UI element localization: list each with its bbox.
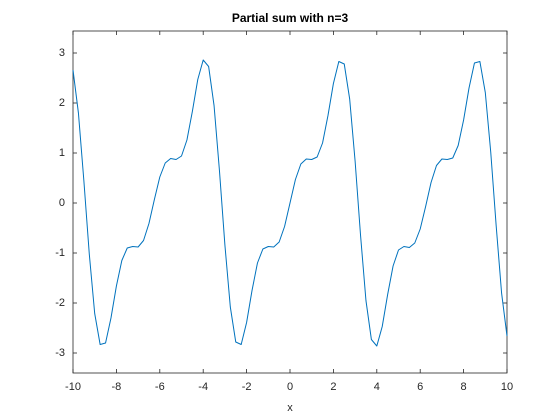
x-tick-label: 6	[417, 381, 423, 393]
x-tick-label: 8	[461, 381, 467, 393]
x-tick-label: 4	[374, 381, 380, 393]
y-tick-label: 0	[59, 197, 65, 209]
x-axis-label: x	[287, 402, 293, 414]
x-tick-label: 0	[287, 381, 293, 393]
y-tick-label: 1	[59, 147, 65, 159]
y-tick-label: -2	[55, 297, 65, 309]
y-tick-label: 3	[59, 47, 65, 59]
x-tick-label: -8	[112, 381, 122, 393]
x-tick-label: 10	[501, 381, 513, 393]
x-tick-label: -2	[242, 381, 252, 393]
y-tick-label: 2	[59, 97, 65, 109]
x-tick-label: -6	[155, 381, 165, 393]
y-tick-label: -1	[55, 247, 65, 259]
y-tick-label: -3	[55, 347, 65, 359]
x-tick-label: -10	[65, 381, 81, 393]
chart-title: Partial sum with n=3	[232, 11, 349, 25]
x-tick-label: 2	[330, 381, 336, 393]
line-series	[72, 59, 508, 347]
x-tick-label: -4	[198, 381, 208, 393]
